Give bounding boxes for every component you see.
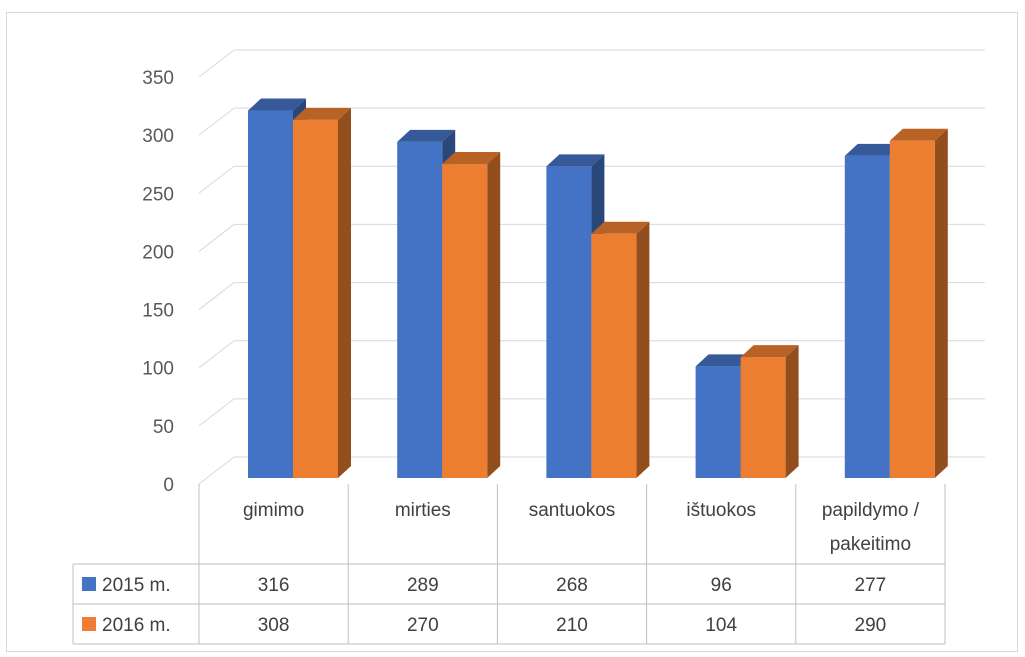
gridline-side [198,398,235,427]
data-label: 290 [855,615,887,636]
gridline-side [198,224,235,252]
gridline-side [198,282,235,310]
bar-top [293,107,351,120]
gridline-side [198,340,235,369]
bar [397,141,443,479]
y-tick-label: 100 [142,359,174,380]
bar-side [785,345,799,478]
gridline-side [198,49,235,78]
data-label: 308 [258,615,290,636]
y-tick-label: 250 [142,184,174,205]
bar-top [889,128,948,141]
data-label: 277 [855,575,887,596]
data-label: 96 [711,575,732,596]
data-table: gimimo mirties santuokos ištuokos papildymo … [72,484,946,645]
gridline-side [198,165,235,194]
series-name: 2016 m. [102,615,171,636]
y-tick-label: 0 [163,475,174,496]
category-label: ištuokos [686,500,756,521]
category-label: gimimo [243,500,304,521]
bar-top [740,345,799,358]
bar-side [338,107,351,478]
y-tick-label: 200 [142,242,174,263]
category-label: pakeitimo [830,534,911,555]
bar [844,155,890,479]
bar [248,110,293,478]
bar [889,140,935,478]
legend-swatch [82,617,96,631]
bar [740,357,786,478]
data-label: 210 [556,615,588,636]
y-tick-label: 50 [153,417,174,438]
data-label: 268 [556,575,588,596]
bar [293,119,338,478]
bar-top [397,129,456,142]
data-label: 270 [407,615,439,636]
legend-swatch [82,577,96,591]
bar-top [695,354,754,367]
y-tick-label: 350 [142,68,174,89]
bar-side [934,128,948,478]
gridline-side [198,107,235,136]
category-label: santuokos [529,500,616,521]
bar [546,166,592,478]
category-label: mirties [395,500,451,521]
y-tick-label: 300 [142,126,174,147]
bars [248,98,948,479]
series-name: 2015 m. [102,575,171,596]
bar-top [591,221,650,234]
data-label: 289 [407,575,439,596]
y-axis-ticks: 0 50 100 150 200 250 300 350 [142,68,174,496]
y-tick-label: 150 [142,301,174,322]
bar-top [442,152,501,165]
data-label: 104 [705,615,737,636]
bar-top [248,98,306,111]
data-label: 316 [258,575,290,596]
bar-side [487,152,501,478]
bar-top [546,154,605,167]
bar [591,233,637,478]
bar-side [636,221,650,479]
bar-top [844,143,903,156]
bar [695,366,741,478]
bar [442,164,488,478]
gridline-side [198,456,235,485]
category-label: papildymo / [822,500,920,521]
